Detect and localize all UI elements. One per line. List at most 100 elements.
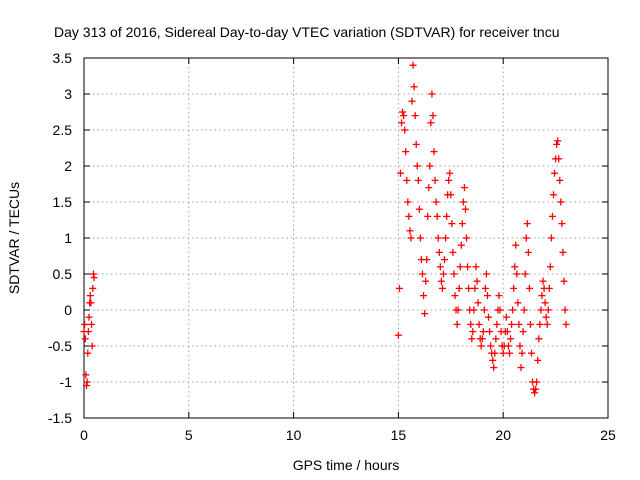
data-point [504,342,512,350]
data-point [493,320,501,328]
data-point [445,176,453,184]
y-tick-label: 1.5 [53,194,73,210]
data-point [536,320,544,328]
y-tick-label: 1 [64,230,72,246]
data-point [416,234,424,242]
data-point [443,212,451,220]
x-tick-label: 20 [495,427,511,443]
data-point [464,263,472,271]
data-point [438,284,446,292]
data-point [496,306,504,314]
data-point [555,155,563,163]
data-point [479,328,487,336]
data-point [81,335,89,343]
data-point [455,284,463,292]
data-point [415,205,423,213]
data-point [468,335,476,343]
x-tick-label: 5 [185,427,193,443]
data-point [531,389,539,397]
data-point [513,270,521,278]
data-point [525,284,533,292]
data-point [532,385,540,393]
data-point [420,292,428,300]
data-point [424,212,432,220]
data-point [534,356,542,364]
data-point [447,191,455,199]
data-point [507,335,515,343]
data-point [428,90,436,98]
data-point [90,274,98,282]
data-point [411,112,419,120]
data-point [446,169,454,177]
data-point [514,299,522,307]
data-point [541,299,549,307]
data-points [80,61,570,397]
data-point [454,306,462,314]
y-tick-label: -1 [60,374,73,390]
data-point [409,61,417,69]
y-tick-label: 3.5 [53,50,73,66]
data-point [89,284,97,292]
data-point [82,371,90,379]
data-point [453,320,461,328]
data-point [509,306,517,314]
data-point [425,184,433,192]
data-point [475,320,483,328]
data-point [556,176,564,184]
data-point [477,342,485,350]
y-tick-label: -0.5 [48,338,72,354]
data-point [483,292,491,300]
data-point [544,306,552,314]
data-point [559,248,567,256]
data-point [88,342,96,350]
data-point [490,364,498,372]
data-point [413,162,421,170]
data-point [499,349,507,357]
data-point [467,320,475,328]
data-point [481,284,489,292]
data-point [560,277,568,285]
data-point [503,328,511,336]
data-point [414,176,422,184]
x-tick-label: 25 [600,427,616,443]
chart-title: Day 313 of 2016, Sidereal Day-to-day VTE… [54,24,560,40]
data-point [551,169,559,177]
data-point [419,270,427,278]
data-point [557,198,565,206]
data-point [486,328,494,336]
data-point [432,198,440,206]
data-point [457,241,465,249]
data-point [539,277,547,285]
data-point [515,320,523,328]
y-tick-label: 3 [64,86,72,102]
x-axis-label: GPS time / hours [293,457,400,473]
data-point [84,328,92,336]
data-point [511,263,519,271]
y-tick-label: 0.5 [53,266,73,282]
data-point [537,306,545,314]
data-point [400,112,408,120]
data-point [410,83,418,91]
y-tick-label: 2.5 [53,122,73,138]
data-point [480,306,488,314]
data-point [394,331,402,339]
data-point [83,378,91,386]
data-point [408,97,416,105]
data-point [426,162,434,170]
data-point [451,292,459,300]
data-point [527,349,535,357]
data-point [554,137,562,145]
data-point [538,292,546,300]
data-point [81,320,89,328]
data-point [561,306,569,314]
data-point [505,349,513,357]
data-point [85,313,93,321]
data-point [422,277,430,285]
x-tick-label: 0 [80,427,88,443]
data-point [495,292,503,300]
data-point [482,270,490,278]
data-point [461,205,469,213]
data-point [471,284,479,292]
data-point [524,248,532,256]
